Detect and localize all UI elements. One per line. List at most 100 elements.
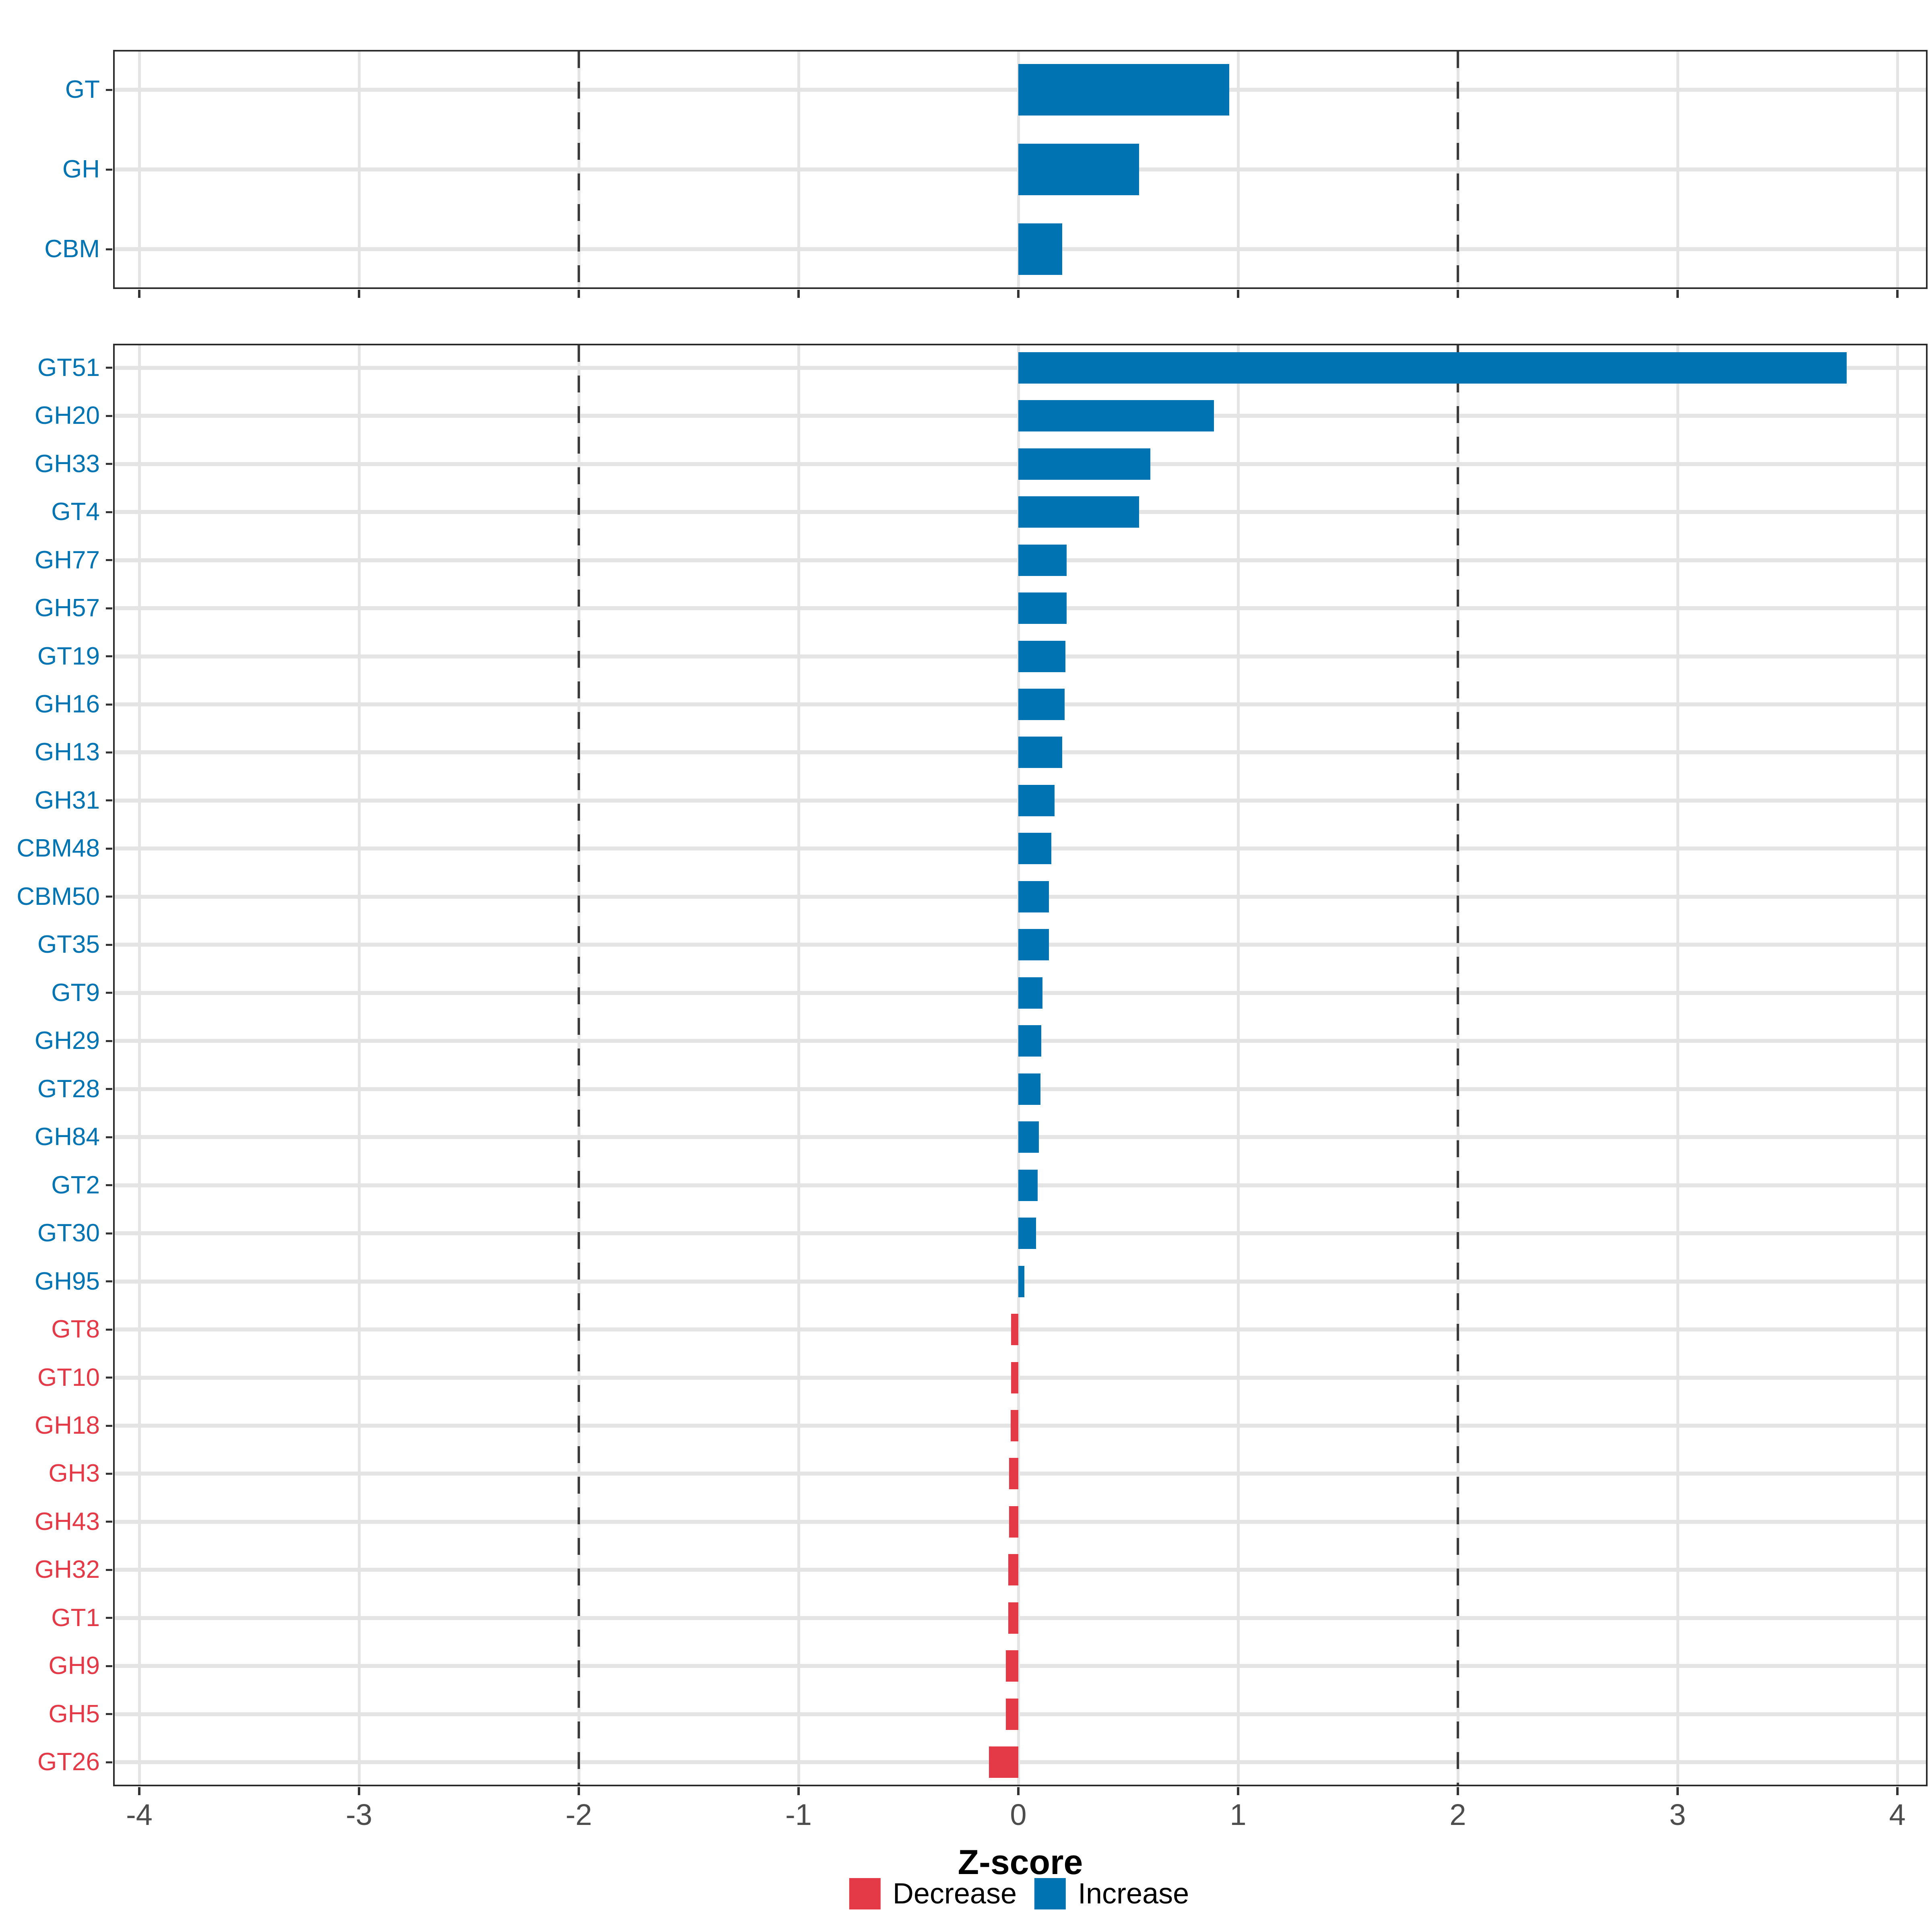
bar-GH77 <box>1018 544 1067 576</box>
y-tick-mark <box>106 655 112 658</box>
category-label-GT51: GT51 <box>37 353 100 382</box>
gridline-vertical <box>1896 345 1899 1785</box>
bar-GH43 <box>1009 1506 1018 1538</box>
bar-GT35 <box>1018 929 1049 961</box>
bar-GT9 <box>1018 977 1043 1009</box>
gridline-vertical <box>1017 345 1020 1785</box>
gridline-horizontal <box>114 1760 1926 1765</box>
category-label-GT19: GT19 <box>37 642 100 670</box>
y-tick-mark <box>106 607 112 609</box>
gridline-vertical <box>1676 345 1679 1785</box>
x-tick-mark <box>1237 1787 1239 1795</box>
gridline-horizontal <box>114 1712 1926 1716</box>
legend-item-decrease: Decrease <box>849 1878 1017 1909</box>
y-tick-mark <box>106 1184 112 1187</box>
bar-GH16 <box>1018 689 1065 720</box>
y-tick-mark <box>106 1136 112 1138</box>
bar-GT8 <box>1011 1314 1018 1346</box>
bar-GT28 <box>1018 1073 1040 1105</box>
bar-GH57 <box>1018 592 1067 624</box>
legend-item-increase: Increase <box>1034 1878 1189 1909</box>
y-tick-mark <box>106 1040 112 1042</box>
x-tick-mark <box>1896 290 1899 298</box>
category-label-GH: GH <box>62 155 100 183</box>
gridline-vertical <box>138 345 141 1785</box>
y-tick-mark <box>106 1472 112 1475</box>
category-label-GT1: GT1 <box>51 1604 100 1632</box>
category-label-GH9: GH9 <box>48 1652 100 1680</box>
x-tick-mark <box>797 290 800 298</box>
x-tick-label: -4 <box>126 1798 153 1831</box>
category-label-GH95: GH95 <box>35 1267 100 1295</box>
category-label-GH16: GH16 <box>35 690 100 718</box>
panel-border <box>113 50 1928 289</box>
bar-GT1 <box>1008 1602 1018 1634</box>
gridline-vertical <box>1236 345 1240 1785</box>
gridline-vertical <box>1676 51 1679 288</box>
gridline-horizontal <box>114 1424 1926 1428</box>
bar-GT51 <box>1018 352 1847 384</box>
y-tick-mark <box>106 992 112 994</box>
category-label-GT28: GT28 <box>37 1075 100 1103</box>
x-tick-label: 0 <box>1010 1798 1027 1831</box>
bar-GH20 <box>1018 400 1214 432</box>
y-tick-mark <box>106 168 112 171</box>
y-tick-mark <box>106 1569 112 1571</box>
bar-GH18 <box>1010 1410 1018 1441</box>
legend-swatch-increase <box>1034 1878 1066 1909</box>
x-tick-mark <box>1017 290 1020 298</box>
x-tick-mark <box>1896 1787 1899 1795</box>
y-tick-mark <box>106 1665 112 1667</box>
y-tick-mark <box>106 943 112 946</box>
bar-CBM <box>1018 223 1063 275</box>
category-label-GH77: GH77 <box>35 546 100 574</box>
y-tick-mark <box>106 1280 112 1283</box>
category-label-GH3: GH3 <box>48 1459 100 1488</box>
reference-line <box>578 345 580 1785</box>
gridline-vertical <box>1236 51 1240 288</box>
bar-GT26 <box>989 1746 1018 1778</box>
x-tick-mark <box>358 1787 360 1795</box>
x-tick-label: 1 <box>1230 1798 1247 1831</box>
y-tick-mark <box>106 1761 112 1763</box>
y-tick-mark <box>106 1424 112 1427</box>
bar-GT10 <box>1011 1362 1018 1393</box>
x-tick-mark <box>358 290 360 298</box>
reference-line <box>578 51 580 288</box>
gridline-vertical <box>1896 51 1899 288</box>
gridline-horizontal <box>114 1568 1926 1572</box>
category-label-GH18: GH18 <box>35 1412 100 1439</box>
panel-border <box>113 344 1928 1786</box>
y-tick-mark <box>106 1377 112 1379</box>
category-label-GH33: GH33 <box>35 450 100 478</box>
y-tick-mark <box>106 1088 112 1090</box>
bar-GH95 <box>1018 1265 1024 1297</box>
gridline-horizontal <box>114 1616 1926 1620</box>
reference-line <box>1457 51 1459 288</box>
bar-GH5 <box>1006 1698 1018 1730</box>
category-label-CBM48: CBM48 <box>17 834 100 863</box>
category-label-CBM50: CBM50 <box>17 882 100 910</box>
gridline-vertical <box>138 51 141 288</box>
legend-label: Increase <box>1078 1878 1189 1910</box>
legend: Decrease Increase <box>849 1878 1189 1909</box>
bar-GT2 <box>1018 1169 1038 1201</box>
x-tick-mark <box>1676 290 1679 298</box>
gridline-horizontal <box>114 1664 1926 1668</box>
gridline-horizontal <box>114 1327 1926 1332</box>
y-tick-mark <box>106 463 112 465</box>
category-label-GT35: GT35 <box>37 931 100 959</box>
bar-CBM50 <box>1018 881 1049 912</box>
bar-GH13 <box>1018 737 1063 768</box>
y-tick-mark <box>106 896 112 898</box>
category-label-GT9: GT9 <box>51 978 100 1007</box>
category-label-GH5: GH5 <box>48 1700 100 1728</box>
y-tick-mark <box>106 511 112 513</box>
x-tick-mark <box>1017 1787 1020 1795</box>
category-label-GH84: GH84 <box>35 1123 100 1151</box>
bar-GH33 <box>1018 448 1150 480</box>
category-label-GH32: GH32 <box>35 1556 100 1584</box>
category-label-GT10: GT10 <box>37 1363 100 1391</box>
category-label-GH13: GH13 <box>35 738 100 766</box>
x-tick-mark <box>1676 1787 1679 1795</box>
